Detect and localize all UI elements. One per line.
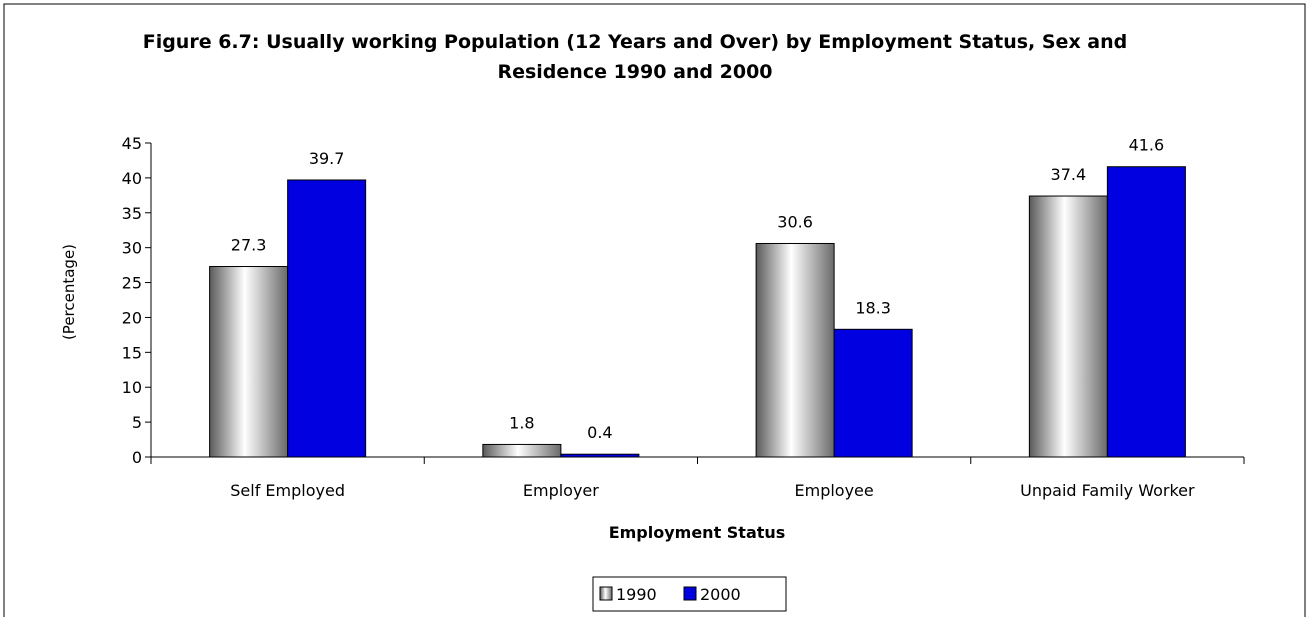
data-label: 1.8 [509, 413, 534, 432]
data-label: 27.3 [231, 236, 267, 255]
x-axis: Self Employed Employer Employee Unpaid Fami… [150, 456, 1245, 500]
legend-swatch-2000 [683, 586, 697, 601]
legend-label-2000: 2000 [700, 585, 741, 604]
chart-title-line-2: Residence 1990 and 2000 [497, 61, 772, 83]
bar-2000-unpaid-family-worker [1106, 166, 1186, 458]
x-tick-label: Unpaid Family Worker [1020, 481, 1195, 500]
y-tick-label: 35 [122, 204, 142, 223]
data-label: 41.6 [1129, 136, 1165, 155]
y-tick-label: 5 [132, 413, 142, 432]
data-labels: 27.3 39.7 1.8 0.4 30.6 18.3 37.4 41.6 [231, 136, 1164, 442]
data-label: 30.6 [777, 212, 813, 231]
bar-2000-self-employed [287, 179, 367, 458]
y-tick-label: 30 [122, 239, 142, 258]
chart-title-line-1: Figure 6.7: Usually working Population (… [143, 31, 1128, 53]
data-label: 0.4 [587, 423, 612, 442]
y-tick-label: 10 [122, 378, 142, 397]
y-tick-label: 15 [122, 343, 142, 362]
x-tick-label: Self Employed [230, 481, 345, 500]
bar-1990-employee [755, 242, 835, 458]
x-tick-label: Employee [795, 481, 874, 500]
y-axis: 0 5 10 15 20 25 30 35 40 45 [122, 134, 152, 467]
legend-swatch-1990 [599, 586, 613, 601]
bars [209, 166, 1186, 458]
data-label: 18.3 [855, 298, 891, 317]
bar-1990-employer [482, 443, 562, 458]
y-tick-label: 0 [132, 448, 142, 467]
y-tick-label: 40 [122, 169, 142, 188]
data-label: 37.4 [1051, 165, 1087, 184]
x-tick-label: Employer [523, 481, 599, 500]
y-tick-label: 25 [122, 274, 142, 293]
bar-1990-unpaid-family-worker [1028, 195, 1108, 458]
y-tick-label: 20 [122, 308, 142, 327]
legend-label-1990: 1990 [616, 585, 657, 604]
bar-1990-self-employed [209, 266, 289, 458]
x-axis-label: Employment Status [609, 523, 786, 542]
data-label: 39.7 [309, 149, 345, 168]
legend: 1990 2000 [592, 576, 787, 612]
y-axis-label: (Percentage) [60, 244, 78, 340]
y-tick-label: 45 [122, 134, 142, 153]
bar-2000-employee [833, 328, 913, 458]
